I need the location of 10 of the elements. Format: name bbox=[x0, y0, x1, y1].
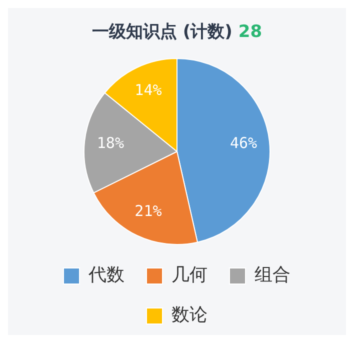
legend-label: 组合 bbox=[254, 264, 290, 286]
legend-label: 几何 bbox=[172, 264, 208, 286]
data-label: 14% bbox=[134, 80, 162, 99]
data-label: 46% bbox=[230, 134, 258, 152]
data-label: 21% bbox=[134, 202, 162, 220]
data-label: 18% bbox=[96, 134, 124, 152]
chart-subtitle: 28 bbox=[238, 22, 262, 42]
legend-label: 数论 bbox=[172, 304, 208, 326]
legend-label: 代数 bbox=[88, 264, 124, 286]
chart-title: 一级知识点 (计数) bbox=[92, 22, 232, 42]
